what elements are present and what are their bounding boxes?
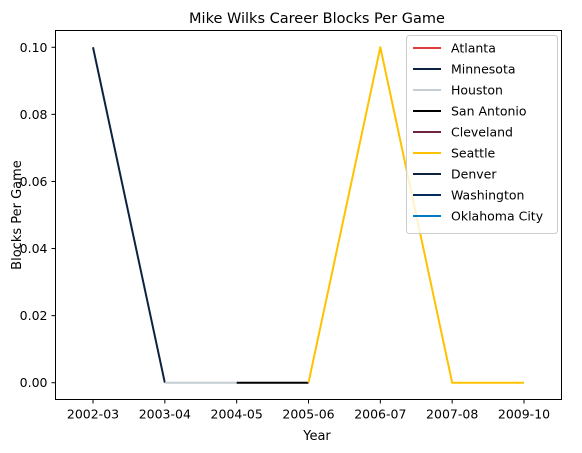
legend-label-seattle: Seattle bbox=[451, 146, 496, 161]
legend-label-atlanta: Atlanta bbox=[451, 41, 496, 56]
x-tick-label: 2002-03 bbox=[67, 407, 119, 422]
series-line-minnesota bbox=[92, 47, 166, 383]
legend: Atlanta Minnesota Houston San Antonio Clevel… bbox=[406, 35, 558, 234]
legend-label-washington: Washington bbox=[451, 188, 524, 203]
y-tick-label: 0.10 bbox=[20, 40, 48, 55]
y-tick-label: 0.04 bbox=[20, 241, 48, 256]
legend-label-denver: Denver bbox=[451, 167, 497, 182]
legend-label-minnesota: Minnesota bbox=[451, 62, 516, 77]
y-tick-label: 0.02 bbox=[20, 308, 48, 323]
legend-box bbox=[406, 35, 558, 234]
y-tick-label: 0.00 bbox=[20, 375, 48, 390]
chart-title: Mike Wilks Career Blocks Per Game bbox=[189, 11, 445, 27]
y-tick-label: 0.08 bbox=[20, 107, 48, 122]
y-tick-label: 0.06 bbox=[20, 174, 48, 189]
legend-label-oklahoma-city: Oklahoma City bbox=[451, 209, 544, 224]
x-tick-label: 2005-06 bbox=[282, 407, 334, 422]
legend-label-cleveland: Cleveland bbox=[451, 125, 513, 140]
x-tick-label: 2004-05 bbox=[211, 407, 263, 422]
x-tick-label: 2003-04 bbox=[139, 407, 191, 422]
legend-label-houston: Houston bbox=[451, 83, 503, 98]
x-tick-label: 2007-08 bbox=[426, 407, 478, 422]
legend-label-san-antonio: San Antonio bbox=[451, 104, 527, 119]
y-axis: 0.00 0.02 0.04 0.06 0.08 0.10 bbox=[20, 40, 56, 390]
x-tick-label: 2006-07 bbox=[354, 407, 406, 422]
x-axis-title: Year bbox=[302, 429, 331, 444]
x-axis: 2002-03 2003-04 2004-05 2005-06 2006-07 2007-… bbox=[67, 399, 550, 422]
y-axis-title: Blocks Per Game bbox=[10, 160, 25, 270]
x-tick-label: 2009-10 bbox=[498, 407, 550, 422]
